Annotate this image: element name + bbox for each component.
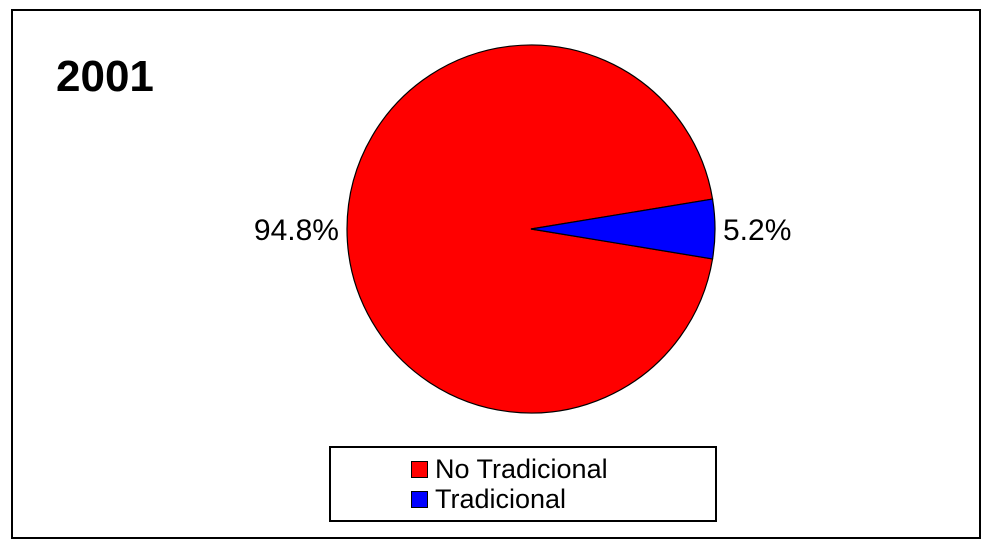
pie-slices: [346, 44, 716, 414]
pie-chart: 94.8% 5.2%: [254, 44, 791, 414]
pie-label-tradicional: 5.2%: [723, 214, 791, 247]
pie-slice-labels: 94.8% 5.2%: [254, 214, 791, 247]
legend-item-tradicional: Tradicional: [411, 484, 566, 514]
pie-label-no-tradicional: 94.8%: [254, 214, 339, 247]
legend-swatch-tradicional: [411, 490, 428, 508]
legend-item-no-tradicional: No Tradicional: [411, 454, 608, 484]
legend-label-tradicional: Tradicional: [435, 484, 567, 514]
pie-slice-tradicional: [530, 198, 716, 260]
legend-swatch-no-tradicional: [411, 460, 428, 478]
pie-slice-no-tradicional: [346, 44, 714, 414]
chart-title: 2001: [56, 52, 154, 101]
legend: No Tradicional Tradicional: [329, 446, 717, 522]
legend-label-no-tradicional: No Tradicional: [435, 454, 608, 484]
